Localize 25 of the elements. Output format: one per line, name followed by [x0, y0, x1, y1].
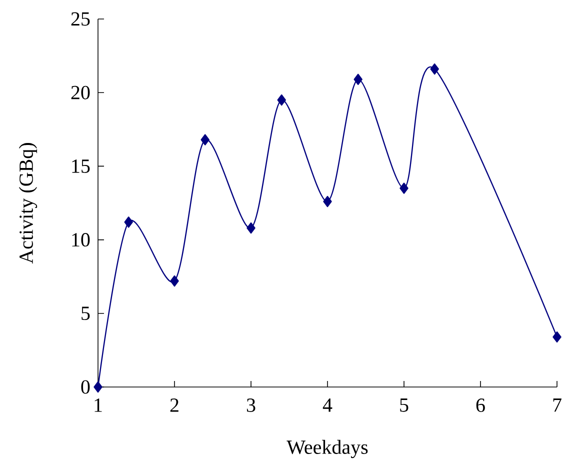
x-tick-label: 2 — [170, 398, 178, 412]
point — [124, 216, 133, 228]
point — [400, 182, 408, 194]
y-tick-label: 0 — [81, 380, 90, 394]
point — [430, 63, 439, 75]
x-tick-label: 1 — [94, 398, 102, 412]
x-tick-label: 7 — [553, 398, 562, 412]
y-tick-label: 25 — [71, 12, 90, 26]
point — [200, 134, 210, 146]
point — [323, 196, 332, 208]
point — [246, 222, 256, 234]
x-tick-label: 4 — [322, 398, 332, 412]
y-tick-label: 20 — [71, 86, 90, 100]
y-tick-label: 10 — [72, 233, 90, 247]
x-tick-label: 3 — [246, 398, 256, 412]
y-tick-label: 5 — [82, 306, 90, 320]
y-axis-title: Activity (GBq) — [18, 143, 38, 264]
x-tick-label: 6 — [476, 398, 485, 412]
point — [277, 94, 286, 106]
point — [354, 74, 362, 85]
point — [94, 381, 102, 393]
x-tick-label: 5 — [400, 398, 408, 412]
point — [170, 275, 179, 287]
y-tick-label: 15 — [72, 160, 90, 173]
x-axis-title: Weekdays — [286, 440, 368, 458]
